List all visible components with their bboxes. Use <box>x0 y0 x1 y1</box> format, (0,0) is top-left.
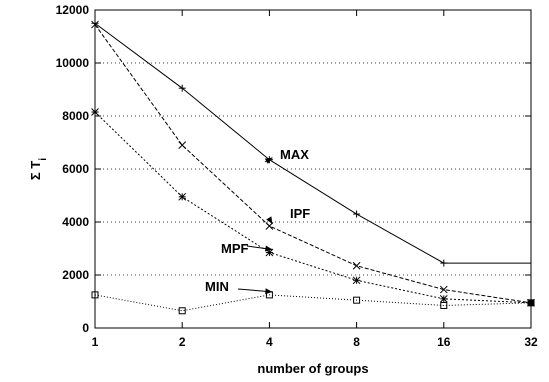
data-point-ipf <box>178 141 187 150</box>
data-point-min <box>440 301 448 309</box>
y-axis-label: Σ Ti <box>28 158 49 180</box>
annotation-arrowhead-min <box>265 288 273 295</box>
data-point-mpf <box>352 276 361 285</box>
x-tick-label: 4 <box>266 335 273 349</box>
y-tick-label: 0 <box>82 321 89 335</box>
data-point-max <box>178 84 186 92</box>
series-line-mpf <box>94 111 532 304</box>
data-point-end <box>528 299 534 306</box>
series-label-max: MAX <box>280 147 309 162</box>
x-tick-label: 32 <box>524 335 538 349</box>
series-line-min <box>94 294 532 312</box>
annotation-arrowhead-max <box>264 157 273 164</box>
y-tick-label: 4000 <box>62 215 89 229</box>
data-point-min <box>178 307 186 315</box>
x-axis-label: number of groups <box>257 361 368 376</box>
data-point-mpf <box>178 192 187 201</box>
series-line-max <box>94 22 531 264</box>
annotation-arrowhead-mpf <box>265 245 273 252</box>
x-axis: 1 2 4 8 16 32 <box>92 10 538 349</box>
y-tick-label: 8000 <box>62 109 89 123</box>
data-point-mpf <box>439 294 448 303</box>
y-axis-label-main: Σ T <box>28 161 43 180</box>
y-tick-label: 6000 <box>62 162 89 176</box>
x-tick-label: 16 <box>437 335 451 349</box>
plot-frame <box>94 9 532 329</box>
data-point-max <box>440 259 448 267</box>
grid-lines <box>95 62 531 276</box>
y-tick-label: 10000 <box>56 56 90 70</box>
series-line-ipf <box>94 24 532 304</box>
data-point-max <box>91 19 99 27</box>
x-tick-label: 8 <box>353 335 360 349</box>
annotation-arrowhead-ipf <box>266 216 273 224</box>
annotation-layer: MAX IPF MPF MIN <box>205 147 310 295</box>
series-layer <box>91 19 535 315</box>
y-tick-label: 12000 <box>56 3 90 17</box>
data-point-max <box>353 210 361 218</box>
x-tick-label: 1 <box>92 335 99 349</box>
data-point-ipf <box>439 285 448 294</box>
y-axis: 0 2000 4000 6000 8000 10000 12000 <box>56 3 531 335</box>
series-label-mpf: MPF <box>221 241 249 256</box>
series-label-min: MIN <box>205 279 229 294</box>
data-point-min <box>91 291 99 299</box>
data-point-mpf <box>91 108 99 116</box>
y-axis-label-subscript: i <box>38 158 49 161</box>
data-point-min <box>353 296 361 304</box>
y-tick-label: 2000 <box>62 268 89 282</box>
x-tick-label: 2 <box>179 335 186 349</box>
data-point-ipf <box>91 20 99 29</box>
series-label-ipf: IPF <box>290 206 310 221</box>
data-point-ipf <box>352 261 361 270</box>
